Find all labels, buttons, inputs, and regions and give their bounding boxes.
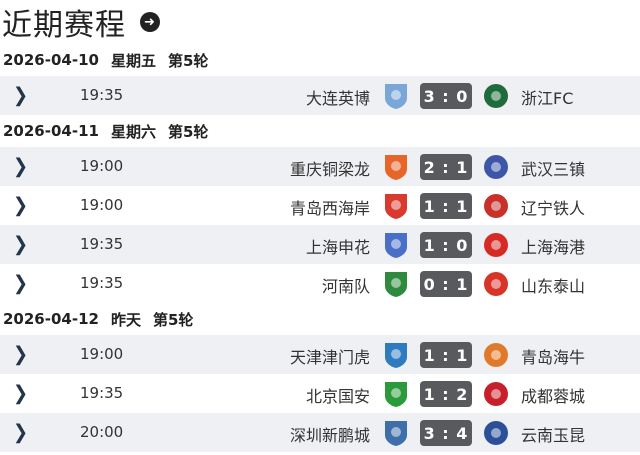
score[interactable]: 0 : 1 [420, 271, 472, 297]
date-header: 2026-04-12 昨天 第5轮 [0, 303, 640, 335]
match-row[interactable]: ❯ 19:00 天津津门虎 1 : 1 青岛海牛 [0, 335, 640, 374]
score[interactable]: 3 : 0 [420, 83, 472, 109]
match-time: 19:00 [80, 196, 124, 214]
date-header-round: 第5轮 [167, 51, 209, 70]
chevron-right-icon[interactable]: ❯ [13, 193, 29, 218]
chevron-right-icon[interactable]: ❯ [13, 154, 29, 179]
away-team-logo-icon [484, 194, 508, 218]
match-time: 19:00 [80, 345, 124, 363]
home-team[interactable]: 河南队 [321, 277, 370, 296]
date-header-weekday: 昨天 [110, 310, 141, 329]
away-team[interactable]: 辽宁铁人 [521, 199, 586, 218]
match-time: 19:35 [80, 86, 124, 104]
match-row[interactable]: ❯ 19:35 北京国安 1 : 2 成都蓉城 [0, 374, 640, 413]
home-team-logo-icon [385, 233, 407, 258]
away-team-logo-icon [484, 343, 508, 367]
away-team[interactable]: 成都蓉城 [521, 387, 586, 406]
match-time: 19:00 [80, 157, 124, 175]
score[interactable]: 1 : 1 [420, 342, 472, 368]
match-row[interactable]: ❯ 20:00 深圳新鹏城 3 : 4 云南玉昆 [0, 413, 640, 452]
away-team-logo-icon [484, 233, 508, 257]
home-team[interactable]: 青岛西海岸 [289, 199, 370, 218]
home-team[interactable]: 天津津门虎 [289, 348, 370, 367]
date-header-round: 第5轮 [152, 310, 194, 329]
date-header-weekday: 星期五 [110, 51, 156, 70]
date-header-date: 2026-04-11 [3, 122, 99, 140]
away-team-logo-icon [484, 155, 508, 179]
chevron-right-icon[interactable]: ❯ [13, 342, 29, 367]
score[interactable]: 3 : 4 [420, 420, 472, 446]
away-team[interactable]: 青岛海牛 [521, 348, 586, 367]
home-team-logo-icon [385, 155, 407, 180]
home-team-logo-icon [385, 382, 407, 407]
home-team-logo-icon [385, 343, 407, 368]
away-team-logo-icon [484, 382, 508, 406]
match-row[interactable]: ❯ 19:35 上海申花 1 : 0 上海海港 [0, 225, 640, 264]
match-time: 19:35 [80, 235, 124, 253]
match-time: 20:00 [80, 423, 124, 441]
match-time: 19:35 [80, 274, 124, 292]
chevron-right-icon[interactable]: ❯ [13, 271, 29, 296]
away-team-logo-icon [484, 421, 508, 445]
match-row[interactable]: ❯ 19:35 河南队 0 : 1 山东泰山 [0, 264, 640, 303]
home-team-logo-icon [385, 194, 407, 219]
date-header-weekday: 星期六 [110, 122, 156, 141]
schedule-list: 2026-04-10 星期五 第5轮 ❯ 19:35 大连英博 3 : 0 浙江FC 2… [0, 44, 640, 452]
date-header: 2026-04-10 星期五 第5轮 [0, 44, 640, 76]
title-text: 近期赛程 [2, 8, 126, 43]
home-team[interactable]: 大连英博 [305, 89, 370, 108]
match-time: 19:35 [80, 384, 124, 402]
home-team-logo-icon [385, 84, 407, 109]
date-header: 2026-04-11 星期六 第5轮 [0, 115, 640, 147]
away-team[interactable]: 浙江FC [521, 89, 574, 108]
chevron-right-icon[interactable]: ❯ [13, 83, 29, 108]
page-title: 近期赛程 ➜ [2, 2, 160, 43]
home-team-logo-icon [385, 421, 407, 446]
away-team-logo-icon [484, 84, 508, 108]
home-team[interactable]: 重庆铜梁龙 [289, 160, 370, 179]
home-team[interactable]: 上海申花 [305, 238, 370, 257]
chevron-right-icon[interactable]: ❯ [13, 381, 29, 406]
away-team-logo-icon [484, 272, 508, 296]
chevron-right-icon[interactable]: ❯ [13, 232, 29, 257]
score[interactable]: 1 : 1 [420, 193, 472, 219]
home-team[interactable]: 深圳新鹏城 [289, 426, 370, 445]
away-team[interactable]: 上海海港 [521, 238, 586, 257]
match-row[interactable]: ❯ 19:00 青岛西海岸 1 : 1 辽宁铁人 [0, 186, 640, 225]
home-team-logo-icon [385, 272, 407, 297]
match-row[interactable]: ❯ 19:00 重庆铜梁龙 2 : 1 武汉三镇 [0, 147, 640, 186]
date-header-round: 第5轮 [167, 122, 209, 141]
score[interactable]: 1 : 0 [420, 232, 472, 258]
chevron-right-icon[interactable]: ❯ [13, 420, 29, 445]
arrow-right-circle-icon[interactable]: ➜ [140, 12, 160, 32]
score[interactable]: 2 : 1 [420, 154, 472, 180]
match-row[interactable]: ❯ 19:35 大连英博 3 : 0 浙江FC [0, 76, 640, 115]
away-team[interactable]: 山东泰山 [521, 277, 586, 296]
date-header-date: 2026-04-10 [3, 51, 99, 69]
away-team[interactable]: 武汉三镇 [521, 160, 586, 179]
score[interactable]: 1 : 2 [420, 381, 472, 407]
away-team[interactable]: 云南玉昆 [521, 426, 586, 445]
date-header-date: 2026-04-12 [3, 310, 99, 328]
home-team[interactable]: 北京国安 [305, 387, 370, 406]
